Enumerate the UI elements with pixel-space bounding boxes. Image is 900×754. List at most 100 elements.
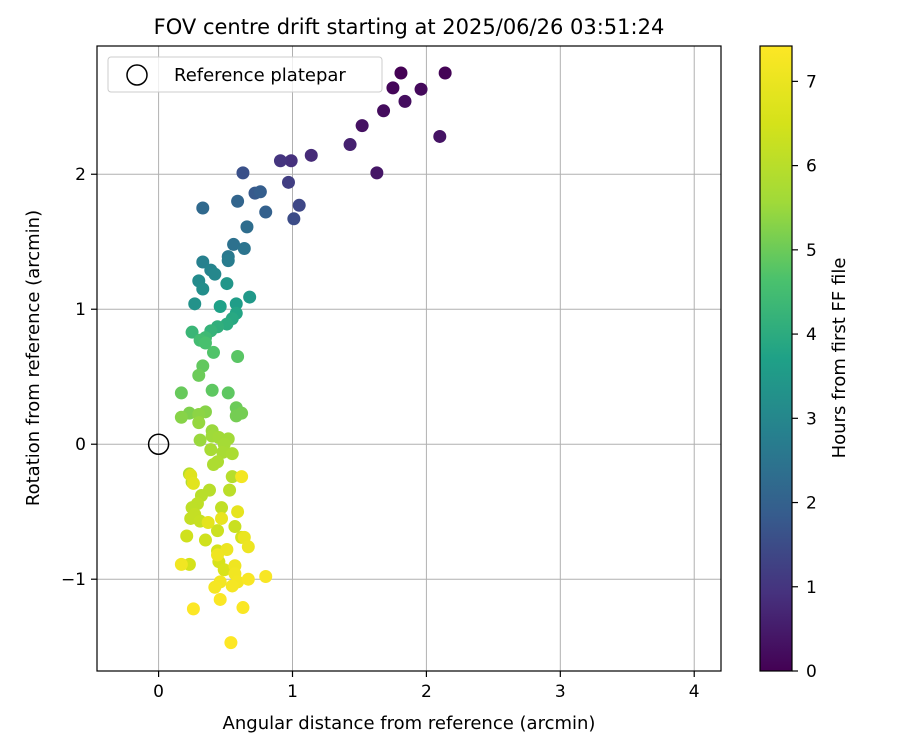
data-point	[243, 290, 257, 304]
data-point	[235, 470, 249, 484]
y-tick-label: 1	[75, 300, 86, 320]
data-point	[221, 254, 235, 268]
y-tick-label: 0	[75, 435, 86, 455]
y-tick-label: 2	[75, 165, 86, 185]
x-tick-label: 3	[555, 682, 566, 702]
data-point	[225, 470, 239, 484]
x-axis-ticks: 0 1 2 3 4	[153, 671, 700, 702]
colorbar-tick-label: 6	[806, 157, 817, 177]
data-point	[292, 198, 306, 212]
data-point	[193, 433, 207, 447]
data-point	[414, 82, 428, 96]
data-point	[186, 602, 200, 616]
data-point	[220, 277, 234, 291]
data-point	[198, 336, 212, 350]
plot-frame	[96, 45, 722, 672]
grid-lines	[97, 46, 721, 671]
data-point	[228, 520, 242, 534]
data-point	[174, 410, 188, 424]
data-point	[370, 166, 384, 180]
data-point	[186, 476, 200, 490]
colorbar-tick-label: 7	[806, 72, 817, 92]
data-point	[253, 185, 267, 199]
data-point	[215, 501, 229, 515]
colorbar-tick-label: 1	[806, 578, 817, 598]
data-point	[259, 570, 273, 584]
data-point	[206, 457, 220, 471]
data-point	[225, 579, 239, 593]
data-point	[284, 154, 298, 168]
data-point	[174, 557, 188, 571]
data-point	[237, 241, 251, 255]
data-point	[235, 406, 249, 420]
data-point	[196, 201, 210, 215]
data-point	[221, 386, 235, 400]
legend-marker-reference	[126, 64, 148, 86]
data-point	[192, 368, 206, 382]
data-point	[273, 154, 287, 168]
colorbar-tick-label: 3	[806, 409, 817, 429]
data-point	[394, 66, 408, 80]
data-point	[227, 237, 241, 251]
data-point	[259, 205, 273, 219]
data-point	[208, 580, 222, 594]
data-point	[229, 297, 243, 311]
data-point	[201, 516, 215, 530]
data-point	[438, 66, 452, 80]
colorbar-tick-label: 0	[806, 662, 817, 682]
data-point	[224, 636, 238, 650]
colorbar-label: Hours from first FF file	[829, 258, 850, 459]
data-point	[287, 212, 301, 226]
data-point	[355, 119, 369, 133]
colorbar-ticks: 0 1 2 3 4 5 6 7	[792, 72, 817, 682]
x-tick-label: 4	[689, 682, 700, 702]
colorbar-tick-label: 4	[806, 325, 817, 345]
data-point	[185, 325, 199, 339]
data-point	[188, 297, 202, 311]
data-point	[211, 548, 225, 562]
legend-label-reference: Reference platepar	[174, 65, 346, 86]
data-point	[377, 104, 391, 118]
data-point	[240, 220, 254, 234]
data-point	[304, 148, 318, 162]
data-point	[231, 505, 245, 519]
data-point	[205, 383, 219, 397]
y-axis-label: Rotation from reference (arcmin)	[23, 210, 44, 506]
data-point	[174, 386, 188, 400]
y-axis-ticks: −1 0 1 2	[61, 165, 97, 590]
data-point	[180, 529, 194, 543]
data-point	[231, 194, 245, 208]
data-point	[386, 81, 400, 95]
data-point	[213, 300, 227, 314]
chart-title: FOV centre drift starting at 2025/06/26 …	[154, 15, 665, 39]
colorbar-tick-label: 5	[806, 241, 817, 261]
legend-box	[107, 56, 383, 93]
data-points	[174, 66, 452, 650]
x-tick-label: 2	[421, 682, 432, 702]
data-point	[241, 540, 255, 554]
colorbar-gradient	[759, 45, 793, 672]
data-point	[192, 416, 206, 430]
y-tick-label: −1	[61, 570, 86, 590]
data-point	[196, 282, 210, 296]
data-point	[433, 129, 447, 143]
data-point	[241, 572, 255, 586]
data-point	[217, 563, 231, 577]
data-point	[281, 175, 295, 189]
data-point	[343, 138, 357, 152]
data-point	[208, 267, 222, 281]
colorbar-tick-label: 2	[806, 494, 817, 514]
data-point	[211, 524, 225, 538]
colorbar: 0 1 2 3 4 5 6 7 Hours from first FF file	[759, 45, 850, 682]
data-point	[223, 483, 237, 497]
x-axis-label: Angular distance from reference (arcmin)	[223, 713, 596, 734]
x-tick-label: 0	[153, 682, 164, 702]
data-point	[204, 443, 218, 457]
data-point	[215, 511, 229, 525]
data-point	[206, 345, 220, 359]
reference-platepar-marker	[147, 433, 170, 455]
reference-marker	[147, 433, 170, 455]
legend: Reference platepar	[107, 56, 383, 93]
data-point	[225, 447, 239, 461]
